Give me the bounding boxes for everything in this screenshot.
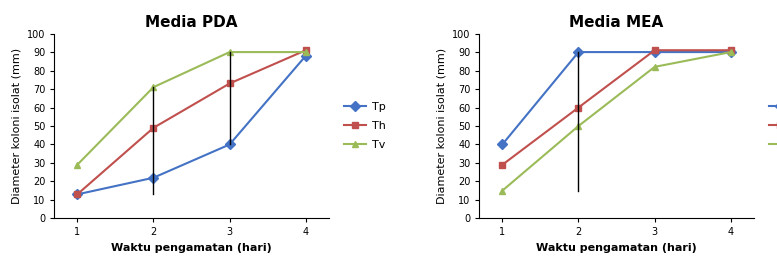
Y-axis label: Diameter koloni isolat (mm): Diameter koloni isolat (mm) xyxy=(437,48,447,204)
Title: Media PDA: Media PDA xyxy=(145,15,238,30)
Title: Media MEA: Media MEA xyxy=(570,15,664,30)
X-axis label: Waktu pengamatan (hari): Waktu pengamatan (hari) xyxy=(111,243,272,253)
Y-axis label: Diameter koloni isolat (mm): Diameter koloni isolat (mm) xyxy=(12,48,22,204)
Legend: Tp, Th, Tv: Tp, Th, Tv xyxy=(340,98,390,154)
X-axis label: Waktu pengamatan (hari): Waktu pengamatan (hari) xyxy=(536,243,697,253)
Legend: Tp, Th, Tv: Tp, Th, Tv xyxy=(765,98,777,154)
